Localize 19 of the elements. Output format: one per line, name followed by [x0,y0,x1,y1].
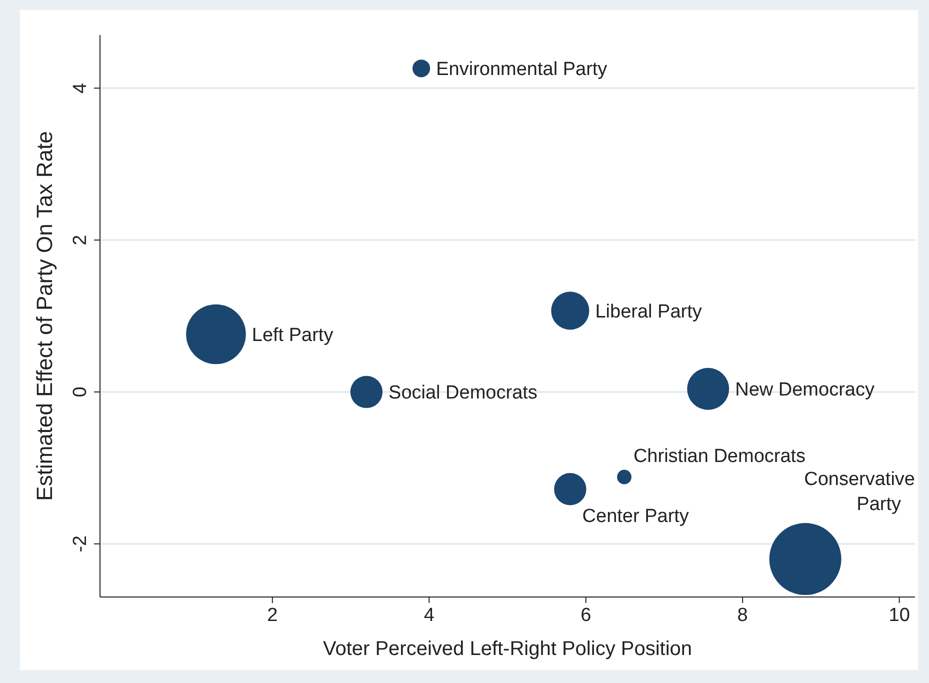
series-label: Center Party [582,506,690,527]
y-tick-label: 2 [70,234,91,246]
series-label: Left Party [252,324,334,346]
series-label: Liberal Party [595,301,702,322]
series-label: Social Democrats [388,382,538,404]
x-tick-label: 4 [424,605,435,626]
x-tick-label: 2 [267,605,278,626]
series-label: Environmental Party [436,59,608,80]
y-tick-label: 0 [70,386,91,398]
series-label: Christian Democrats [633,446,806,467]
y-tick-label: 4 [70,82,91,94]
x-tick-label: 8 [737,605,748,626]
y-axis-title: Estimated Effect of Party On Tax Rate [32,131,57,501]
series-label: Conservative Party [804,469,915,516]
x-tick-label: 10 [888,605,910,626]
series-label: New Democracy [735,380,875,401]
x-tick-label: 6 [580,605,592,626]
x-axis-title: Voter Perceived Left-Right Policy Position [322,638,692,660]
y-tick-label: -2 [70,535,91,552]
